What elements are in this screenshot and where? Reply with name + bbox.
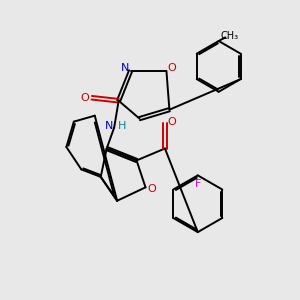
- Text: O: O: [167, 64, 176, 74]
- Text: H: H: [118, 121, 127, 131]
- Text: CH₃: CH₃: [220, 31, 238, 40]
- Text: O: O: [148, 184, 157, 194]
- Text: O: O: [167, 117, 176, 127]
- Text: N: N: [105, 121, 113, 131]
- Text: O: O: [81, 93, 90, 103]
- Text: N: N: [121, 64, 129, 74]
- Text: F: F: [195, 179, 201, 189]
